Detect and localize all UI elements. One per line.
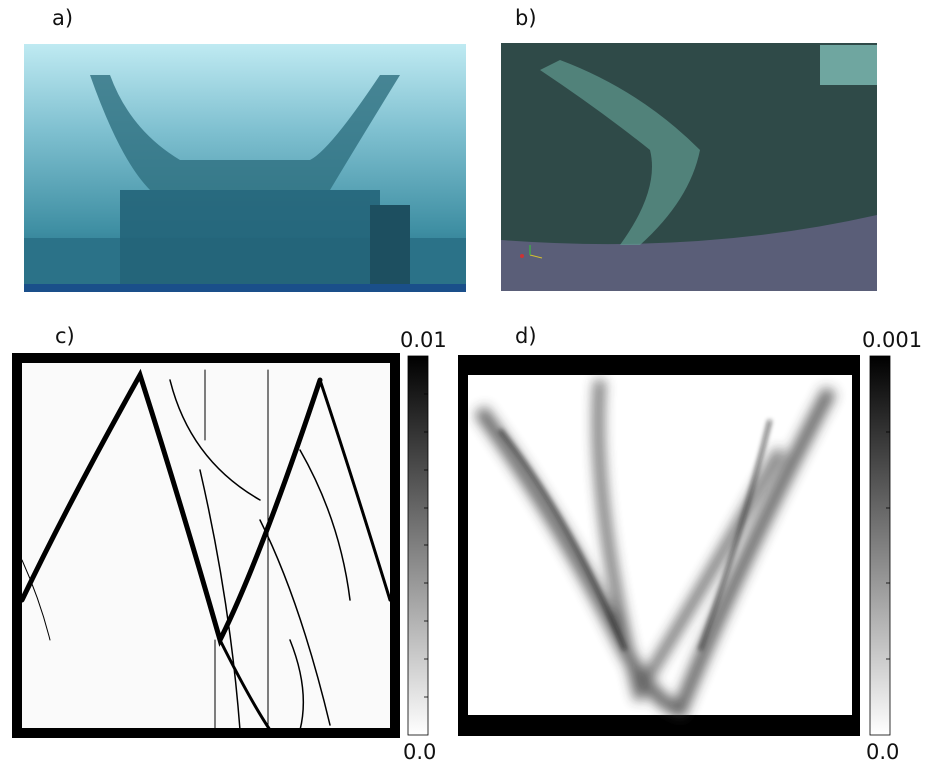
panel-label: c) [55, 324, 75, 348]
density-map [458, 355, 860, 736]
panel-label: a) [52, 6, 73, 30]
colorbar-max: 0.001 [862, 328, 922, 352]
colorbar [870, 356, 890, 735]
colorbar-min: 0.0 [866, 740, 899, 764]
panel-label: b) [515, 6, 537, 30]
figure: a) b) c) [0, 0, 927, 765]
colorbar-min: 0.0 [403, 740, 436, 764]
render-b [501, 43, 877, 291]
colorbar-max: 0.01 [400, 328, 447, 352]
crack-map [17, 358, 395, 733]
render-a [24, 44, 466, 292]
panel-label: d) [515, 324, 537, 348]
colorbar [408, 356, 428, 735]
